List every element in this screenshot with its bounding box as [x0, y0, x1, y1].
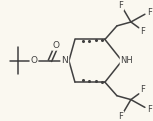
Text: O: O	[52, 41, 60, 50]
Text: F: F	[118, 1, 123, 10]
Text: N: N	[62, 56, 68, 65]
Text: F: F	[147, 8, 152, 17]
Text: NH: NH	[121, 56, 133, 65]
Text: F: F	[140, 27, 145, 36]
Text: F: F	[118, 112, 123, 121]
Text: O: O	[30, 56, 37, 65]
Text: F: F	[147, 105, 152, 114]
Text: F: F	[140, 85, 145, 94]
